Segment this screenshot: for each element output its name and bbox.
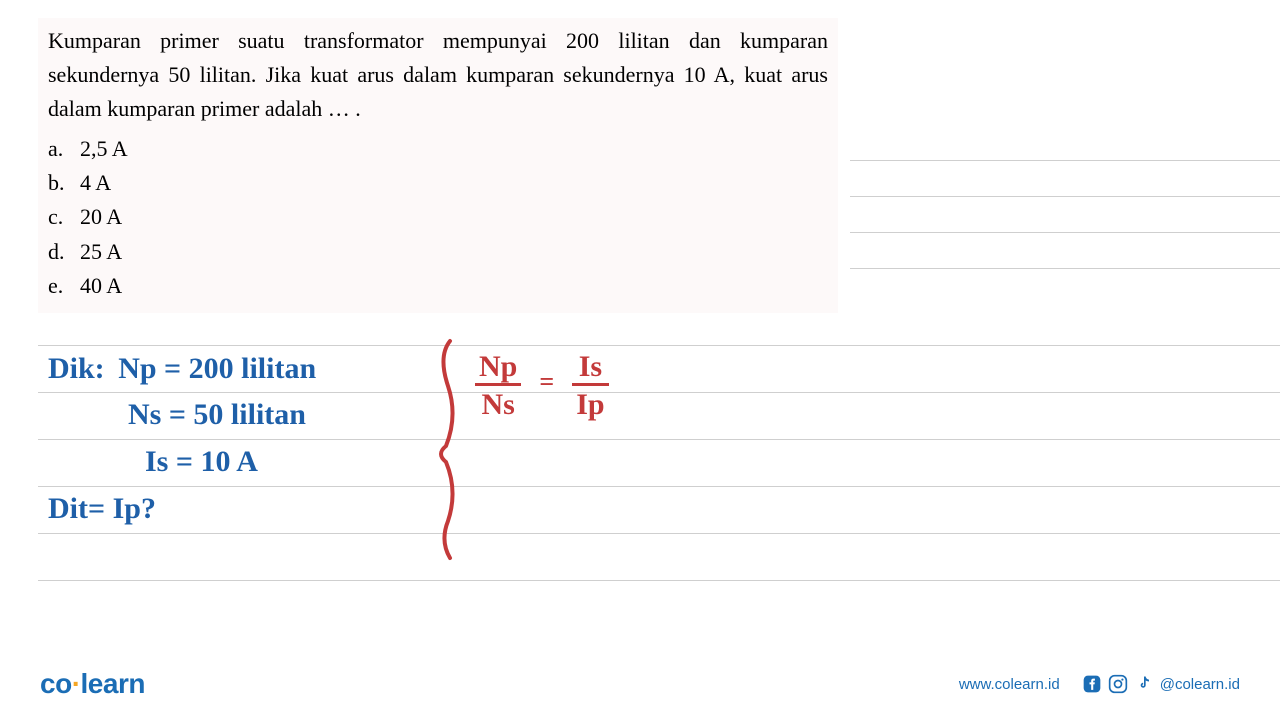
option-value: 20 A [80,200,122,234]
handwriting-is: Is = 10 A [145,445,258,479]
fraction-left: Np Ns [475,350,521,423]
handwriting-dit: Dit= Ip? [48,492,156,526]
ruled-line [850,268,1280,269]
social-icons: @colearn.id [1082,674,1240,694]
fraction-num: Is [572,350,608,386]
option-letter: b. [48,166,80,200]
option-letter: c. [48,200,80,234]
question-box: Kumparan primer suatu transformator memp… [38,18,838,313]
logo-learn: learn [81,668,145,699]
option-value: 4 A [80,166,111,200]
ruled-line [850,196,1280,197]
ruled-line [38,392,1280,393]
social-handle: @colearn.id [1160,676,1240,693]
fraction-den: Ip [572,386,608,423]
curly-brace-icon [428,336,468,566]
footer-url: www.colearn.id [959,676,1060,693]
option-value: 2,5 A [80,132,128,166]
instagram-icon [1108,674,1128,694]
ruled-line [850,160,1280,161]
ruled-line [38,580,1280,581]
fraction-den: Ns [475,386,521,423]
ruled-line [38,486,1280,487]
facebook-icon [1082,674,1102,694]
option-b: b.4 A [48,166,828,200]
footer-right: www.colearn.id @colearn.id [959,674,1240,694]
ruled-line [850,232,1280,233]
fraction-num: Np [475,350,521,386]
logo: co·learn [40,668,145,700]
equals-sign: = [539,367,554,397]
option-a: a.2,5 A [48,132,828,166]
option-letter: d. [48,235,80,269]
option-value: 40 A [80,269,122,303]
options-list: a.2,5 A b.4 A c.20 A d.25 A e.40 A [48,132,828,302]
fraction-right: Is Ip [572,350,608,423]
formula: Np Ns = Is Ip [475,350,609,423]
footer: co·learn www.colearn.id @colearn.id [40,668,1240,700]
dik-label: Dik: [48,352,105,385]
handwriting-dik: Dik: Np = 200 lilitan [48,352,316,386]
ruled-line [38,533,1280,534]
np-value: Np = 200 lilitan [118,352,316,385]
tiktok-icon [1134,674,1154,694]
option-value: 25 A [80,235,122,269]
ruled-line [38,345,1280,346]
option-letter: e. [48,269,80,303]
option-c: c.20 A [48,200,828,234]
logo-co: co [40,668,72,699]
option-e: e.40 A [48,269,828,303]
ruled-line [38,439,1280,440]
handwriting-ns: Ns = 50 lilitan [128,398,306,432]
option-letter: a. [48,132,80,166]
option-d: d.25 A [48,235,828,269]
logo-dot-icon: · [72,668,81,699]
question-text: Kumparan primer suatu transformator memp… [48,24,828,126]
